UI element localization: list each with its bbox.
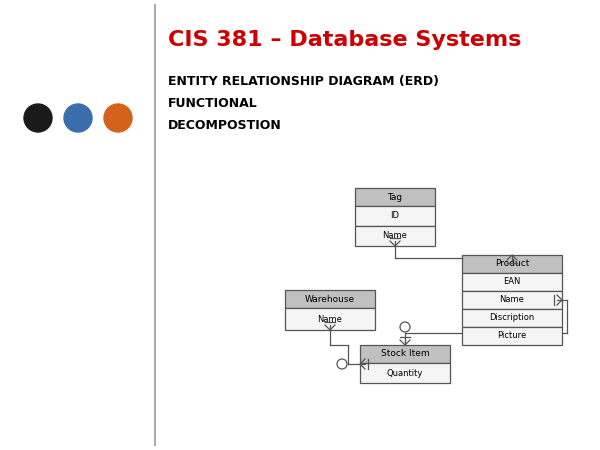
Text: ID: ID: [391, 212, 400, 220]
Text: Quantity: Quantity: [387, 369, 423, 378]
Text: EAN: EAN: [503, 278, 521, 287]
Text: Discription: Discription: [490, 314, 535, 323]
Text: ENTITY RELATIONSHIP DIAGRAM (ERD): ENTITY RELATIONSHIP DIAGRAM (ERD): [168, 75, 439, 88]
Text: DECOMPOSTION: DECOMPOSTION: [168, 119, 282, 132]
Circle shape: [64, 104, 92, 132]
Text: Warehouse: Warehouse: [305, 294, 355, 303]
Text: Tag: Tag: [388, 193, 403, 202]
Bar: [360, 345, 450, 363]
Text: FUNCTIONAL: FUNCTIONAL: [168, 97, 258, 110]
Bar: [355, 226, 435, 246]
Bar: [355, 206, 435, 226]
Text: Name: Name: [383, 231, 407, 240]
Bar: [462, 255, 562, 273]
Circle shape: [400, 322, 410, 332]
Bar: [462, 309, 562, 327]
Text: CIS 381 – Database Systems: CIS 381 – Database Systems: [168, 30, 521, 50]
Bar: [462, 291, 562, 309]
Text: Name: Name: [500, 296, 524, 305]
Text: Picture: Picture: [497, 332, 527, 341]
Circle shape: [104, 104, 132, 132]
Bar: [355, 188, 435, 206]
Bar: [285, 308, 375, 330]
Circle shape: [24, 104, 52, 132]
Text: Name: Name: [317, 315, 343, 324]
Bar: [462, 327, 562, 345]
Text: Product: Product: [495, 260, 529, 269]
Bar: [360, 363, 450, 383]
Circle shape: [337, 359, 347, 369]
Bar: [285, 290, 375, 308]
Bar: [462, 273, 562, 291]
Text: Stock Item: Stock Item: [380, 350, 430, 359]
